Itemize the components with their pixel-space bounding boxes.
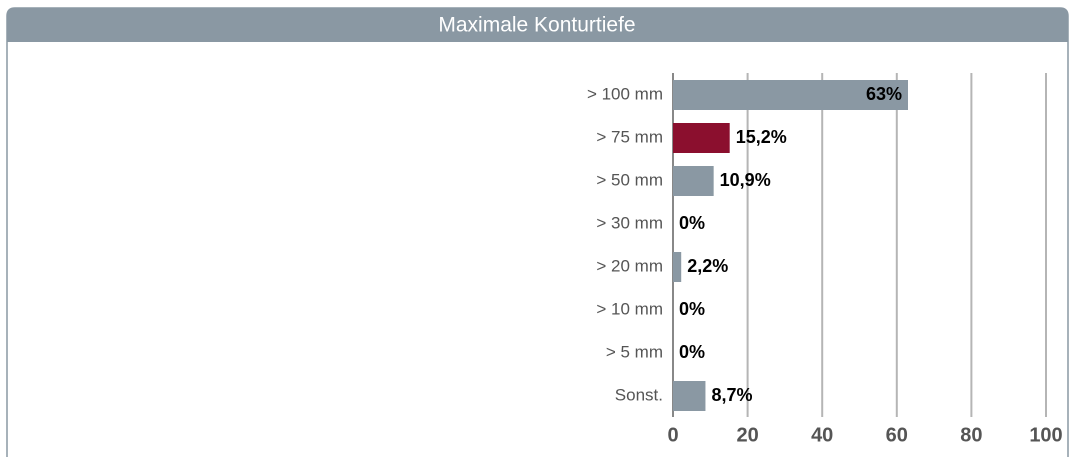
value-label: 0% (679, 299, 705, 319)
chart-title: Maximale Konturtiefe (438, 14, 635, 37)
x-tick-label: 0 (667, 424, 678, 446)
x-tick-label: 80 (960, 424, 982, 446)
x-tick-label: 20 (736, 424, 758, 446)
category-label: > 10 mm (596, 299, 663, 318)
category-label: > 75 mm (596, 127, 663, 146)
x-tick-label: 100 (1029, 424, 1062, 446)
x-tick-label: 40 (811, 424, 833, 446)
value-label: 63% (866, 84, 902, 104)
category-label: Sonst. (615, 385, 663, 404)
category-label: > 50 mm (596, 170, 663, 189)
value-label: 10,9% (720, 170, 771, 190)
bar (673, 166, 714, 196)
value-label: 15,2% (736, 127, 787, 147)
header-bar (7, 8, 1068, 42)
bar (673, 80, 908, 110)
value-label: 0% (679, 213, 705, 233)
category-label: > 100 mm (587, 84, 663, 103)
panel-border (6, 7, 1069, 457)
category-label: > 20 mm (596, 256, 663, 275)
category-label: > 30 mm (596, 213, 663, 232)
value-label: 0% (679, 342, 705, 362)
x-tick-label: 60 (886, 424, 908, 446)
value-label: 8,7% (711, 385, 752, 405)
category-label: > 5 mm (606, 342, 663, 361)
bar (673, 252, 682, 282)
bar (673, 123, 730, 153)
value-label: 2,2% (687, 256, 728, 276)
bar (673, 381, 706, 411)
